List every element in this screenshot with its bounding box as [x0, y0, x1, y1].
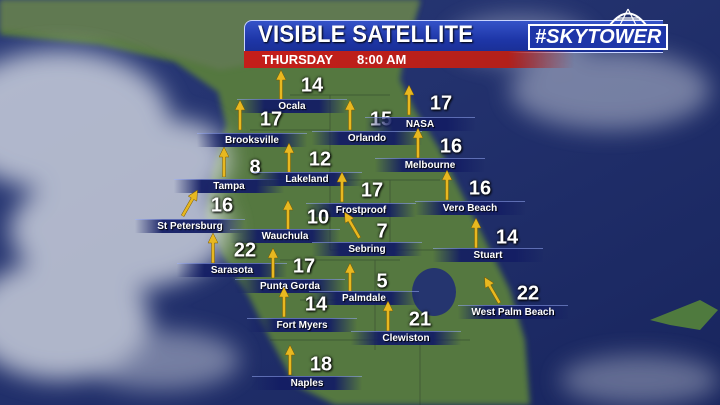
- wind-speed: 22: [516, 282, 540, 305]
- wind-speed: 17: [292, 255, 316, 278]
- wind-arrow-icon: [235, 100, 245, 130]
- city-label: Palmdale: [309, 291, 419, 305]
- wind-speed: 16: [439, 135, 463, 158]
- city-label: Brooksville: [197, 133, 307, 147]
- wind-speed: 14: [300, 74, 324, 97]
- city-label: Sebring: [312, 242, 422, 256]
- city-label: Fort Myers: [247, 318, 357, 332]
- wind-arrow-icon: [337, 172, 347, 202]
- city-label: Melbourne: [375, 158, 485, 172]
- wind-speed: 17: [259, 108, 283, 131]
- wind-arrow-icon: [345, 263, 355, 293]
- time-label: 8:00 AM: [357, 52, 407, 67]
- city-label: Naples: [252, 376, 362, 390]
- wind-arrow-icon: [180, 189, 198, 218]
- city-label: Stuart: [433, 248, 543, 262]
- page-title: VISIBLE SATELLITE: [258, 21, 474, 48]
- wind-arrow-icon: [283, 200, 293, 230]
- wind-arrow-icon: [383, 301, 393, 331]
- wind-speed: 10: [306, 206, 330, 229]
- wind-arrow-icon: [404, 85, 414, 115]
- lake-okeechobee: [412, 268, 456, 316]
- wind-arrow-icon: [471, 218, 481, 248]
- city-label: Ocala: [237, 99, 347, 113]
- wind-arrow-icon: [285, 345, 295, 375]
- city-label: Clewiston: [351, 331, 461, 345]
- wind-arrow-icon: [219, 147, 229, 177]
- wind-arrow-icon: [413, 128, 423, 158]
- wind-arrow-icon: [284, 143, 294, 173]
- city-label: Lakeland: [252, 172, 362, 186]
- city-label: St Petersburg: [135, 219, 245, 233]
- wind-arrow-icon: [279, 287, 289, 317]
- city-label: Frostproof: [306, 203, 416, 217]
- wind-speed: 12: [308, 148, 332, 171]
- wind-arrow-icon: [344, 211, 362, 240]
- city-label: West Palm Beach: [458, 305, 568, 319]
- city-label: Orlando: [312, 131, 422, 145]
- wind-speed: 14: [495, 226, 519, 249]
- wind-arrow-icon: [276, 70, 286, 100]
- city-label: Wauchula: [230, 229, 340, 243]
- wind-speed: 17: [360, 179, 384, 202]
- city-label: NASA: [365, 117, 475, 131]
- day-label: THURSDAY: [262, 52, 334, 67]
- city-label: Sarasota: [177, 263, 287, 277]
- wind-speed: 16: [210, 194, 234, 217]
- wind-speed: 16: [468, 177, 492, 200]
- wind-speed: 5: [376, 270, 388, 293]
- subtitle-bar: [244, 51, 574, 68]
- wind-speed: 17: [429, 92, 453, 115]
- wind-arrow-icon: [208, 233, 218, 263]
- wind-speed: 22: [233, 239, 257, 262]
- wind-arrow-icon: [484, 276, 502, 305]
- wind-arrow-icon: [442, 170, 452, 200]
- city-label: Vero Beach: [415, 201, 525, 215]
- wind-arrow-icon: [268, 248, 278, 278]
- wind-speed: 8: [249, 156, 261, 179]
- wind-arrow-icon: [345, 100, 355, 130]
- bahamas-land: [650, 300, 718, 330]
- city-label: Punta Gorda: [235, 279, 345, 293]
- wind-speed: 7: [376, 220, 388, 243]
- skytower-logo: #SKYTOWER: [528, 24, 669, 50]
- wind-speed: 18: [309, 353, 333, 376]
- wind-speed: 14: [304, 293, 328, 316]
- wind-speed: 21: [408, 308, 432, 331]
